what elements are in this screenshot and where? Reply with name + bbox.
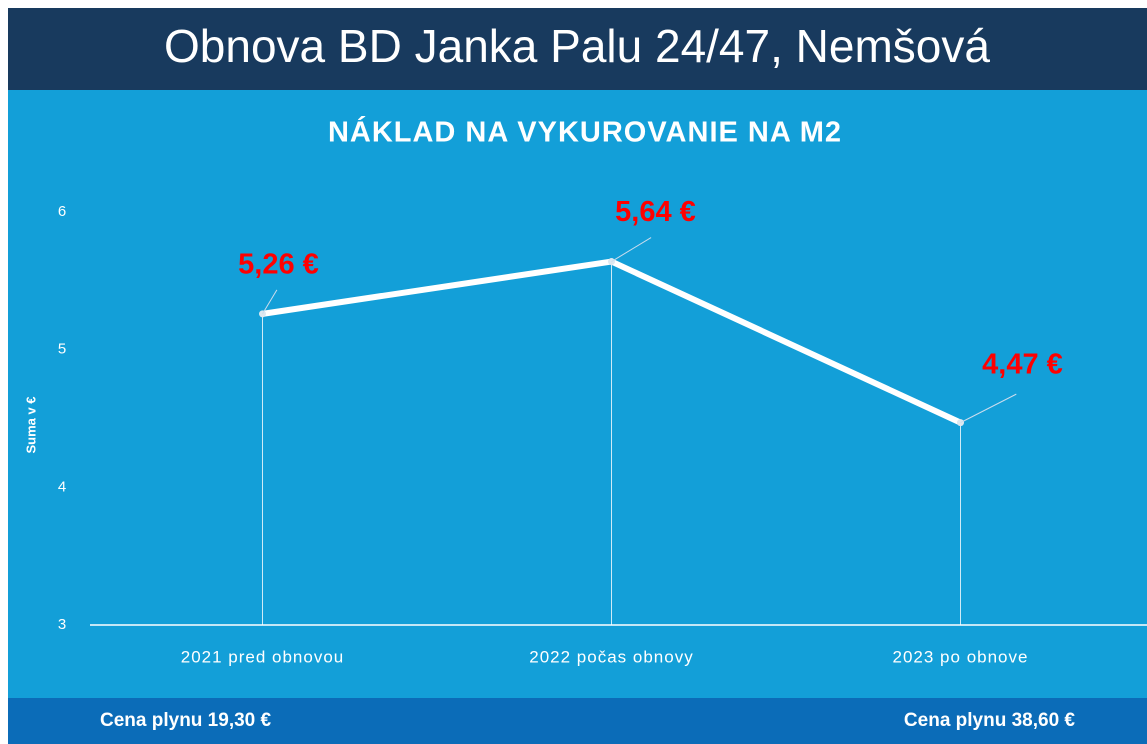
header-title: Obnova BD Janka Palu 24/47, Nemšová bbox=[164, 20, 990, 72]
footer-left: Cena plynu 19,30 € bbox=[100, 710, 272, 731]
x-tick-label: 2023 po obnove bbox=[893, 647, 1029, 666]
footer-bar bbox=[8, 698, 1147, 744]
data-label: 5,26 € bbox=[238, 249, 319, 281]
y-tick-label: 4 bbox=[58, 478, 66, 495]
x-tick-label: 2021 pred obnovou bbox=[181, 647, 345, 666]
chart-bg bbox=[8, 90, 1147, 700]
y-axis-label: Suma v € bbox=[23, 396, 38, 453]
data-label: 5,64 € bbox=[615, 196, 696, 228]
leader-line bbox=[960, 393, 1017, 424]
header-bar bbox=[8, 8, 1147, 90]
y-tick-label: 6 bbox=[58, 203, 66, 220]
y-tick-label: 3 bbox=[58, 616, 66, 633]
x-tick-label: 2022 počas obnovy bbox=[529, 647, 693, 666]
footer-right: Cena plynu 38,60 € bbox=[904, 710, 1076, 731]
chart-title: NÁKLAD NA VYKUROVANIE NA M2 bbox=[328, 115, 842, 149]
leader-line bbox=[611, 237, 652, 262]
y-tick-label: 5 bbox=[58, 341, 66, 358]
data-label: 4,47 € bbox=[982, 348, 1063, 380]
leader-line bbox=[262, 289, 278, 315]
